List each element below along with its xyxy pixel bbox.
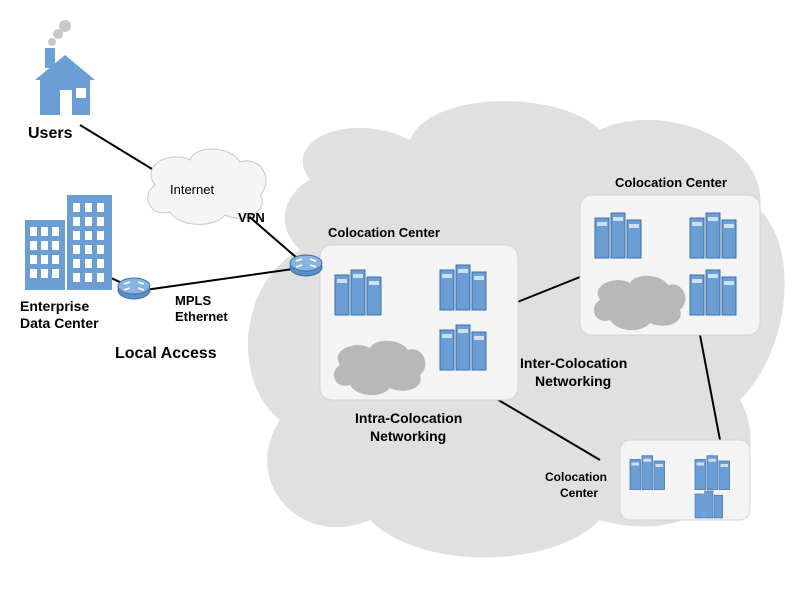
- coloc1-label: Colocation Center: [328, 225, 440, 240]
- intercolo-label: Inter-Colocation: [520, 355, 627, 371]
- intracolo-label: Intra-Colocation: [355, 410, 462, 426]
- coloc3-label: Colocation: [545, 470, 607, 484]
- router-icon: [118, 278, 150, 299]
- internet-label: Internet: [170, 182, 214, 197]
- server-rack-icon: [440, 325, 486, 370]
- mpls-label: MPLS: [175, 293, 211, 308]
- server-rack-icon: [335, 270, 381, 315]
- ethernet-label: Ethernet: [175, 309, 228, 324]
- vpn-label: VPN: [238, 210, 265, 225]
- coloc2-label: Colocation Center: [615, 175, 727, 190]
- server-rack-icon: [440, 265, 486, 310]
- server-rack-icon: [695, 491, 723, 518]
- users-label: Users: [28, 125, 72, 143]
- diagram-canvas: [0, 0, 800, 600]
- localaccess-label: Local Access: [115, 345, 217, 363]
- server-rack-icon: [695, 456, 730, 490]
- router-icon: [290, 255, 322, 276]
- house-icon: [35, 20, 95, 115]
- coloc3b-label: Center: [560, 486, 598, 500]
- server-rack-icon: [595, 213, 641, 258]
- intracolo2-label: Networking: [370, 428, 446, 444]
- server-rack-icon: [630, 456, 665, 490]
- server-rack-icon: [690, 270, 736, 315]
- enterprise-label: Enterprise: [20, 298, 89, 314]
- intercolo2-label: Networking: [535, 373, 611, 389]
- datacenter-label: Data Center: [20, 315, 99, 331]
- building-icon: [25, 195, 112, 290]
- server-rack-icon: [690, 213, 736, 258]
